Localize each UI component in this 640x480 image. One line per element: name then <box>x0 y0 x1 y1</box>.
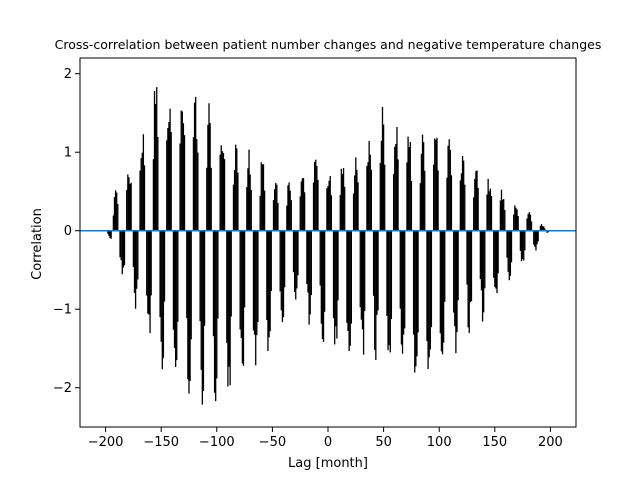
x-tick-label: 200 <box>538 435 563 450</box>
x-tick-label: 150 <box>482 435 507 450</box>
x-tick-label: −50 <box>259 435 286 450</box>
x-tick-label: 50 <box>375 435 392 450</box>
x-tick-label: −200 <box>88 435 124 450</box>
y-tick-label: −2 <box>53 381 72 396</box>
y-tick-label: −1 <box>53 303 72 318</box>
x-tick-label: 100 <box>427 435 452 450</box>
y-tick-label: 2 <box>64 67 72 82</box>
x-tick-label: −100 <box>199 435 235 450</box>
chart-title: Cross-correlation between patient number… <box>55 37 602 52</box>
y-tick-label: 0 <box>64 224 72 239</box>
x-tick-label: −150 <box>143 435 179 450</box>
bar-series <box>107 87 549 405</box>
x-axis-ticks: −200 −150 −100 −50 0 50 100 150 200 <box>88 427 563 450</box>
y-axis-ticks: −2 −1 0 1 2 <box>53 67 80 396</box>
x-tick-label: 0 <box>324 435 332 450</box>
y-axis-label: Correlation <box>30 208 45 280</box>
y-tick-label: 1 <box>64 146 72 161</box>
x-axis-label: Lag [month] <box>288 456 368 471</box>
